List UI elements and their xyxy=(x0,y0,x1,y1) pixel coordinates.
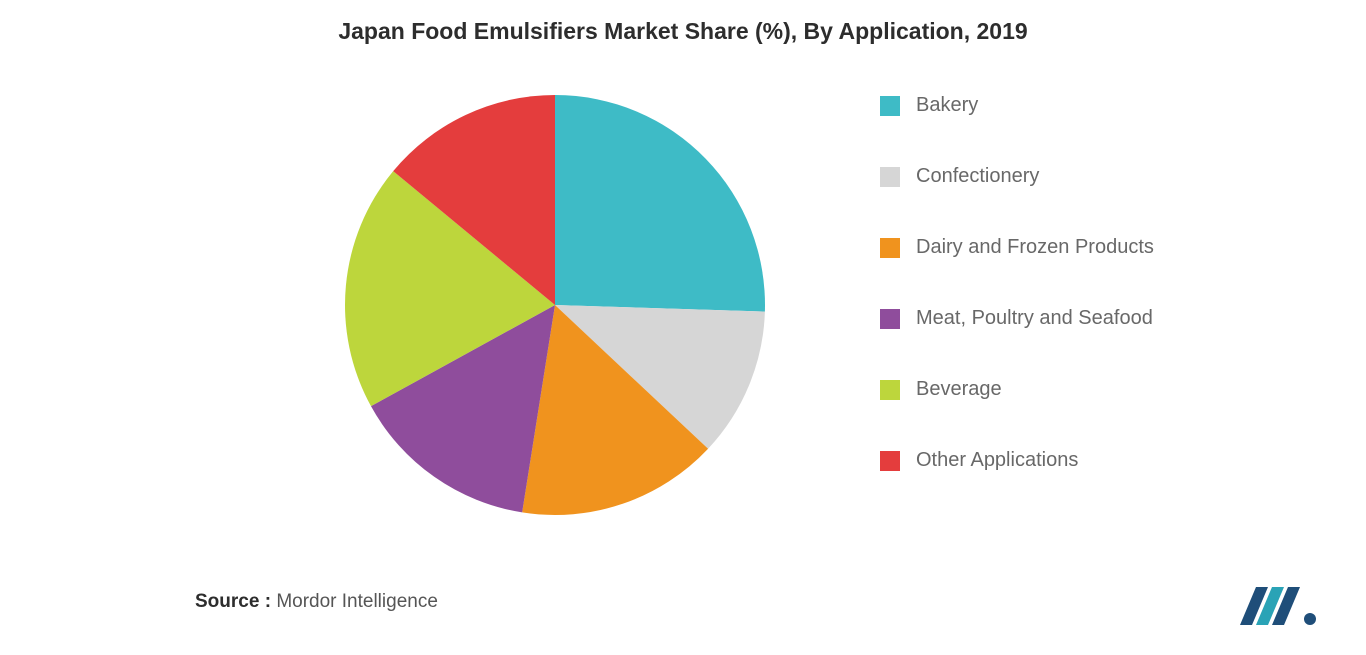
brand-logo xyxy=(1236,581,1324,629)
source-footer: Source : Mordor Intelligence xyxy=(195,591,438,613)
logo-dot xyxy=(1304,613,1316,625)
pie-svg xyxy=(340,90,770,520)
legend-label: Confectionery xyxy=(916,165,1039,188)
logo-svg xyxy=(1236,581,1324,629)
pie-chart xyxy=(340,90,770,520)
legend-swatch xyxy=(880,380,900,400)
legend-label: Meat, Poultry and Seafood xyxy=(916,307,1153,330)
legend-item: Other Applications xyxy=(880,449,1154,472)
legend-label: Bakery xyxy=(916,94,978,117)
legend-swatch xyxy=(880,451,900,471)
legend-label: Beverage xyxy=(916,378,1002,401)
chart-title: Japan Food Emulsifiers Market Share (%),… xyxy=(0,0,1366,45)
legend-item: Bakery xyxy=(880,94,1154,117)
legend-label: Dairy and Frozen Products xyxy=(916,236,1154,259)
legend-swatch xyxy=(880,167,900,187)
legend-label: Other Applications xyxy=(916,449,1078,472)
legend-item: Beverage xyxy=(880,378,1154,401)
legend-swatch xyxy=(880,238,900,258)
legend-item: Confectionery xyxy=(880,165,1154,188)
source-label: Source : xyxy=(195,591,271,612)
pie-slice xyxy=(555,95,765,312)
source-value: Mordor Intelligence xyxy=(276,591,438,612)
legend-swatch xyxy=(880,96,900,116)
legend: Bakery Confectionery Dairy and Frozen Prod… xyxy=(880,94,1154,472)
legend-item: Dairy and Frozen Products xyxy=(880,236,1154,259)
chart-area: Bakery Confectionery Dairy and Frozen Prod… xyxy=(0,70,1366,540)
legend-item: Meat, Poultry and Seafood xyxy=(880,307,1154,330)
legend-swatch xyxy=(880,309,900,329)
